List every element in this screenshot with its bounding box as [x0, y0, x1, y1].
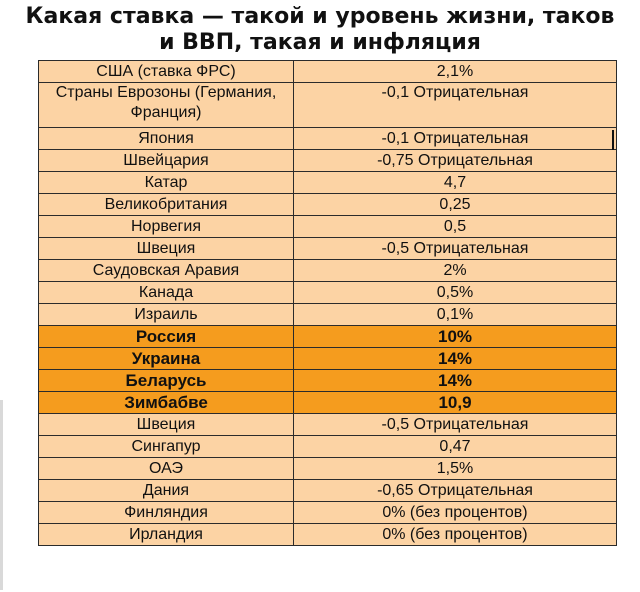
rate-cell: 2%	[293, 259, 617, 282]
rate-cell: 0% (без процентов)	[293, 501, 617, 524]
left-edge-divider	[0, 400, 3, 590]
country-cell: Израиль	[38, 303, 294, 326]
table-row-highlighted: Зимбабве 10,9	[38, 391, 617, 414]
edge-tick-mark	[612, 130, 614, 150]
table-row: Сингапур 0,47	[38, 435, 617, 458]
rates-table-container: США (ставка ФРС) 2,1% Страны Еврозоны (Г…	[38, 60, 617, 546]
rate-cell: 14%	[293, 347, 617, 370]
table-row: Финляндия 0% (без процентов)	[38, 501, 617, 524]
page-title: Какая ставка — такой и уровень жизни, та…	[0, 4, 640, 56]
title-line-2: и ВВП, такая и инфляция	[159, 30, 481, 55]
rate-cell: 1,5%	[293, 457, 617, 480]
table-row: Саудовская Аравия 2%	[38, 259, 617, 282]
table-row-highlighted: Россия 10%	[38, 325, 617, 348]
country-cell: Ирландия	[38, 523, 294, 546]
table-row-highlighted: Украина 14%	[38, 347, 617, 370]
table-row: Япония -0,1 Отрицательная	[38, 127, 617, 150]
table-row: Ирландия 0% (без процентов)	[38, 523, 617, 546]
table-row: Дания -0,65 Отрицательная	[38, 479, 617, 502]
rate-cell: -0,5 Отрицательная	[293, 237, 617, 260]
rate-cell: -0,65 Отрицательная	[293, 479, 617, 502]
country-cell: Россия	[38, 325, 294, 348]
rate-cell: 2,1%	[293, 60, 617, 83]
rate-cell: 10,9	[293, 391, 617, 414]
rate-cell: 0,25	[293, 193, 617, 216]
rate-cell: 10%	[293, 325, 617, 348]
country-cell: ОАЭ	[38, 457, 294, 480]
table-row-highlighted: Беларусь 14%	[38, 369, 617, 392]
rate-cell: 0,47	[293, 435, 617, 458]
rate-cell: 0,5%	[293, 281, 617, 304]
country-cell: Канада	[38, 281, 294, 304]
table-row: Канада 0,5%	[38, 281, 617, 304]
table-row: Катар 4,7	[38, 171, 617, 194]
rate-cell: -0,1 Отрицательная	[293, 82, 617, 128]
country-cell: Швеция	[38, 237, 294, 260]
table-row: Великобритания 0,25	[38, 193, 617, 216]
country-cell: Япония	[38, 127, 294, 150]
table-row: Израиль 0,1%	[38, 303, 617, 326]
country-cell: Зимбабве	[38, 391, 294, 414]
country-cell: США (ставка ФРС)	[38, 60, 294, 83]
country-cell: Страны Еврозоны (Германия, Франция)	[38, 82, 294, 128]
rate-cell: 0,5	[293, 215, 617, 238]
country-cell: Украина	[38, 347, 294, 370]
country-cell: Швеция	[38, 413, 294, 436]
country-cell: Саудовская Аравия	[38, 259, 294, 282]
table-row: США (ставка ФРС) 2,1%	[38, 60, 617, 83]
table-row: Швейцария -0,75 Отрицательная	[38, 149, 617, 172]
table-row: ОАЭ 1,5%	[38, 457, 617, 480]
rate-cell: 0,1%	[293, 303, 617, 326]
rate-cell: 14%	[293, 369, 617, 392]
country-cell: Великобритания	[38, 193, 294, 216]
rate-cell: -0,75 Отрицательная	[293, 149, 617, 172]
table-row: Швеция -0,5 Отрицательная	[38, 237, 617, 260]
rate-cell: 4,7	[293, 171, 617, 194]
title-line-1: Какая ставка — такой и уровень жизни, та…	[25, 4, 615, 29]
country-cell: Финляндия	[38, 501, 294, 524]
table-row: Норвегия 0,5	[38, 215, 617, 238]
rate-cell: 0% (без процентов)	[293, 523, 617, 546]
rate-cell: -0,5 Отрицательная	[293, 413, 617, 436]
rates-table: США (ставка ФРС) 2,1% Страны Еврозоны (Г…	[38, 60, 617, 546]
table-row: Страны Еврозоны (Германия, Франция) -0,1…	[38, 82, 617, 128]
country-cell: Швейцария	[38, 149, 294, 172]
country-cell: Дания	[38, 479, 294, 502]
country-cell: Беларусь	[38, 369, 294, 392]
table-row: Швеция -0,5 Отрицательная	[38, 413, 617, 436]
rate-cell: -0,1 Отрицательная	[293, 127, 617, 150]
country-cell: Катар	[38, 171, 294, 194]
country-cell: Норвегия	[38, 215, 294, 238]
country-cell: Сингапур	[38, 435, 294, 458]
